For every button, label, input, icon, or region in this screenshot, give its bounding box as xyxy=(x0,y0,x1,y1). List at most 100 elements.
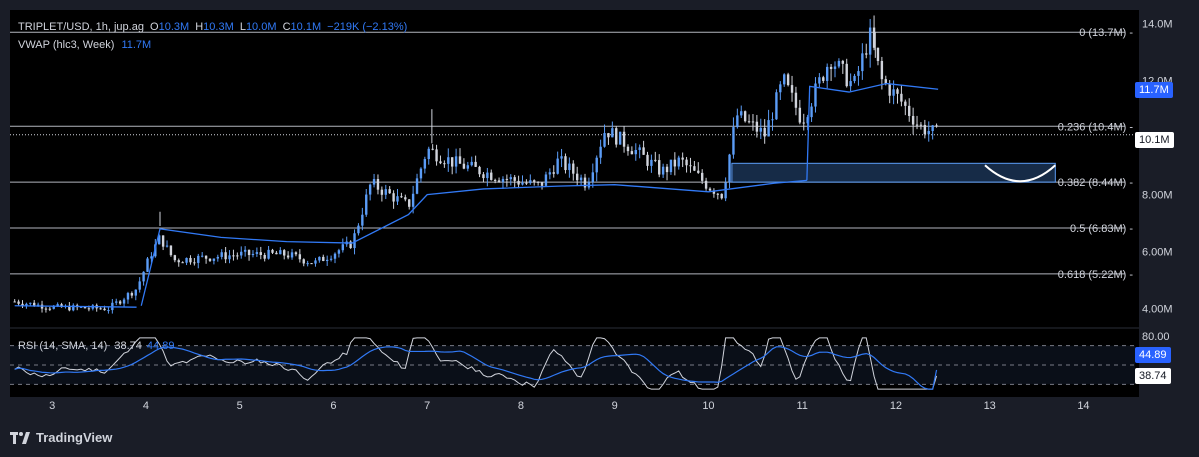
candle-body-190 xyxy=(755,121,759,132)
candle-body-45 xyxy=(189,257,192,263)
candle-body-42 xyxy=(177,260,180,263)
candle-body-80 xyxy=(325,259,329,261)
candle-body-29 xyxy=(126,293,130,300)
candle-body-195 xyxy=(775,92,778,120)
rsi-tag: 38.74 xyxy=(1135,368,1171,384)
candle-body-175 xyxy=(697,170,700,173)
candle-body-132 xyxy=(529,180,532,184)
candle-body-83 xyxy=(337,250,341,254)
open-label: O xyxy=(150,21,159,33)
candle-body-0 xyxy=(13,301,16,303)
candle-body-192 xyxy=(763,127,766,137)
candle-body-223 xyxy=(884,79,887,84)
candle-body-236 xyxy=(935,125,938,127)
candle-body-135 xyxy=(540,182,544,186)
candle-body-133 xyxy=(533,180,536,182)
candle-body-8 xyxy=(44,308,48,310)
rsi-sma-value: 44.89 xyxy=(146,340,175,352)
candle-body-233 xyxy=(923,124,927,135)
candle-body-61 xyxy=(251,253,255,256)
candle-body-94 xyxy=(380,189,384,195)
candle-body-51 xyxy=(212,258,216,261)
candle-body-12 xyxy=(60,304,63,308)
candle-body-46 xyxy=(193,262,196,264)
candle-body-2 xyxy=(21,303,24,306)
candle-body-95 xyxy=(384,189,387,195)
candle-body-172 xyxy=(685,159,688,166)
vwap-segment-2 xyxy=(806,82,939,181)
candle-body-176 xyxy=(700,172,704,181)
candle-body-127 xyxy=(509,177,512,180)
time-tick-6: 6 xyxy=(330,400,336,412)
candle-body-151 xyxy=(603,133,606,147)
candle-body-24 xyxy=(107,310,110,312)
candle-body-1 xyxy=(17,301,20,304)
candle-body-60 xyxy=(247,249,251,256)
candle-body-75 xyxy=(306,263,309,265)
candle-body-235 xyxy=(931,125,934,132)
candle-body-184 xyxy=(732,127,735,155)
candle-body-208 xyxy=(825,66,829,81)
price-tick-4: 4.00M xyxy=(1142,304,1173,316)
low-value: 10.0M xyxy=(245,21,277,33)
candle-body-18 xyxy=(83,306,87,309)
candle-body-54 xyxy=(224,252,227,260)
candle-body-156 xyxy=(622,131,626,147)
vwap-header[interactable]: VWAP (hlc3, Week) 11.7M xyxy=(18,39,151,51)
candle-body-99 xyxy=(400,196,403,198)
rsi-label: RSI (14, SMA, 14) xyxy=(18,340,108,352)
rsi-header[interactable]: RSI (14, SMA, 14) 38.74 44.89 xyxy=(18,340,174,352)
candle-body-231 xyxy=(915,124,919,126)
candle-body-14 xyxy=(68,305,71,311)
low-label: L xyxy=(239,21,246,33)
high-value: 10.3M xyxy=(203,21,234,33)
change-value: −219K (−2.13%) xyxy=(327,21,408,33)
candle-body-198 xyxy=(786,74,790,86)
candle-body-215 xyxy=(853,75,856,82)
candle-body-201 xyxy=(798,107,802,123)
candle-body-72 xyxy=(294,252,298,255)
candle-body-206 xyxy=(818,77,821,84)
price-tick-8: 8.00M xyxy=(1142,190,1173,202)
candle-body-222 xyxy=(880,60,884,80)
plot-area xyxy=(10,10,1139,397)
candle-body-118 xyxy=(474,161,477,167)
candle-body-202 xyxy=(802,122,805,124)
candle-body-33 xyxy=(142,271,145,282)
time-tick-13: 13 xyxy=(984,400,996,412)
candle-body-109 xyxy=(439,161,442,164)
candle-body-225 xyxy=(892,89,895,96)
candle-body-62 xyxy=(255,252,259,254)
candle-body-167 xyxy=(665,166,669,173)
candle-body-64 xyxy=(263,254,266,259)
candle-body-191 xyxy=(759,127,762,132)
candle-body-169 xyxy=(673,159,677,167)
candle-body-221 xyxy=(876,47,880,61)
candle-body-166 xyxy=(661,166,665,175)
tradingview-brand[interactable]: TradingView xyxy=(10,430,112,445)
candle-body-219 xyxy=(868,27,872,55)
candle-body-5 xyxy=(33,302,36,307)
candle-body-28 xyxy=(122,299,126,304)
candle-body-103 xyxy=(415,178,419,194)
candle-body-207 xyxy=(822,77,825,81)
close-value: 10.1M xyxy=(290,21,322,33)
candle-body-171 xyxy=(681,157,684,160)
candle-body-128 xyxy=(513,177,516,181)
candle-body-136 xyxy=(544,174,548,186)
fib-label-0.5: 0.5 (6.83M) - xyxy=(1070,223,1133,235)
candle-body-189 xyxy=(751,121,755,123)
candle-body-73 xyxy=(298,254,302,260)
candle-body-214 xyxy=(849,81,852,87)
candle-body-160 xyxy=(638,147,641,150)
candle-body-186 xyxy=(740,111,743,116)
candle-body-218 xyxy=(865,53,868,55)
candle-body-37 xyxy=(158,235,161,245)
candle-body-58 xyxy=(240,251,243,256)
candle-body-224 xyxy=(888,83,891,96)
candle-body-181 xyxy=(720,193,723,199)
vwap-segment-0 xyxy=(14,305,137,308)
candle-body-179 xyxy=(712,190,716,194)
candle-body-88 xyxy=(357,225,360,234)
